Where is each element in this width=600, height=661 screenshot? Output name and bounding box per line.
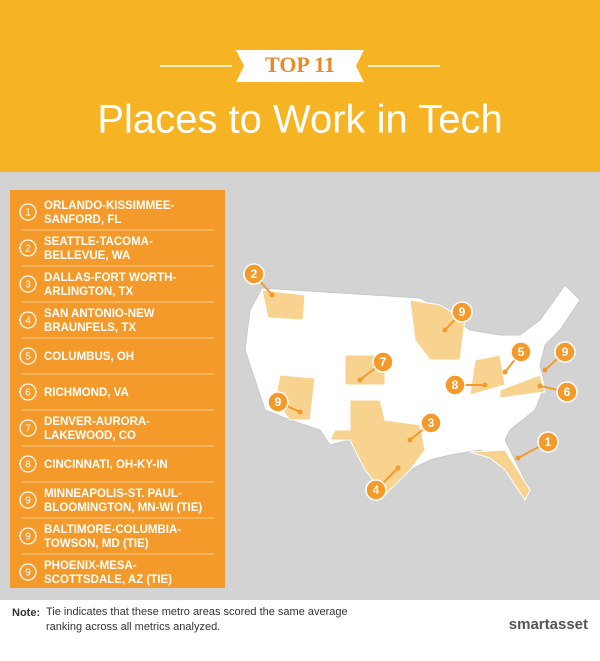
- marker-label: 9: [459, 305, 466, 319]
- metro-name: SANFORD, FL: [44, 214, 121, 226]
- rank-circle: [19, 275, 37, 293]
- note-text: Tie indicates that these metro areas sco…: [46, 606, 348, 633]
- rank-circle: [19, 239, 37, 257]
- rank-number: 3: [25, 280, 31, 291]
- marker-label: 6: [564, 385, 571, 399]
- marker-label: 5: [518, 345, 525, 359]
- marker: [444, 374, 466, 396]
- marker-label: 9: [562, 345, 569, 359]
- marker-label: 1: [545, 435, 552, 449]
- metro-name: COLUMBUS, OH: [44, 351, 134, 363]
- rank-circle: [19, 527, 37, 545]
- rank-circle: [19, 203, 37, 221]
- metro-name: CINCINNATI, OH-KY-IN: [44, 459, 168, 471]
- metro-name: DENVER-AURORA-: [44, 416, 150, 428]
- marker-label: 4: [373, 483, 380, 497]
- rank-number: 1: [25, 208, 31, 219]
- rank-number: 8: [25, 460, 31, 471]
- marker: [420, 412, 442, 434]
- leader-dot: [442, 327, 448, 333]
- marker: [554, 341, 576, 363]
- marker-label: 8: [452, 378, 459, 392]
- list-panel: [10, 190, 225, 588]
- metro-name: ARLINGTON, TX: [44, 286, 134, 298]
- rank-circle: [19, 419, 37, 437]
- state: [469, 449, 531, 501]
- leader-dot: [357, 377, 363, 383]
- rank-circle: [19, 491, 37, 509]
- leader-dot: [502, 369, 508, 375]
- marker-label: 9: [275, 395, 282, 409]
- marker: [451, 301, 473, 323]
- rank-number: 9: [25, 532, 31, 543]
- metro-name: DALLAS-FORT WORTH-: [44, 272, 176, 284]
- metro-name: ORLANDO-KISSIMMEE-: [44, 200, 175, 212]
- us-map: 2 9 7 9 5 9 6 8 3 4 1: [243, 263, 581, 502]
- state: [261, 289, 306, 321]
- marker-label: 7: [380, 355, 387, 369]
- metro-name: RICHMOND, VA: [44, 387, 129, 399]
- header-band: [0, 0, 600, 172]
- marker: [556, 381, 578, 403]
- logo: smartasset: [509, 616, 588, 633]
- metro-name: PHOENIX-MESA-: [44, 560, 137, 572]
- leader-dot: [407, 437, 413, 443]
- rank-number: 9: [25, 496, 31, 507]
- metro-name: LAKEWOOD, CO: [44, 430, 136, 442]
- state: [409, 299, 466, 361]
- rank-circle: [19, 563, 37, 581]
- note-wrap: Tie indicates that these metro areas sco…: [46, 606, 348, 633]
- marker: [243, 263, 265, 285]
- metro-name: SEATTLE-TACOMA-: [44, 236, 153, 248]
- footer-band: [0, 600, 600, 656]
- rank-circle: [19, 311, 37, 329]
- rank-number: 4: [25, 316, 31, 327]
- marker: [537, 431, 559, 453]
- rank-circle: [19, 347, 37, 365]
- rank-number: 7: [25, 424, 31, 435]
- metro-name: BRAUNFELS, TX: [44, 322, 136, 334]
- badge-ribbon: [236, 50, 364, 82]
- leader-dot: [482, 382, 488, 388]
- metro-name: BELLEVUE, WA: [44, 250, 130, 262]
- metro-name: SAN ANTONIO-NEW: [44, 308, 155, 320]
- badge: TOP 11: [265, 52, 335, 77]
- leader-dot: [515, 455, 521, 461]
- marker: [510, 341, 532, 363]
- metro-name: BLOOMINGTON, MN-WI (TIE): [44, 502, 202, 514]
- metro-name: MINNEAPOLIS-ST. PAUL-: [44, 488, 182, 500]
- title: Places to Work in Tech: [97, 98, 502, 142]
- rank-number: 5: [25, 352, 31, 363]
- leader-dot: [537, 383, 543, 389]
- note-label: Note:: [12, 607, 40, 619]
- rank-circle: [19, 455, 37, 473]
- leader-dot: [542, 367, 548, 373]
- leader-dot: [297, 409, 303, 415]
- marker: [372, 351, 394, 373]
- metro-name: TOWSON, MD (TIE): [44, 538, 149, 550]
- marker: [365, 479, 387, 501]
- metro-name: BALTIMORE-COLUMBIA-: [44, 524, 181, 536]
- leader-dot: [269, 292, 275, 298]
- marker-label: 2: [251, 267, 258, 281]
- rank-number: 6: [25, 388, 31, 399]
- rank-number: 9: [25, 568, 31, 579]
- leader-dot: [395, 465, 401, 471]
- metro-name: SCOTTSDALE, AZ (TIE): [44, 574, 172, 586]
- marker: [267, 391, 289, 413]
- rank-number: 2: [25, 244, 31, 255]
- marker-label: 3: [428, 416, 435, 430]
- rank-circle: [19, 383, 37, 401]
- state: [499, 374, 546, 399]
